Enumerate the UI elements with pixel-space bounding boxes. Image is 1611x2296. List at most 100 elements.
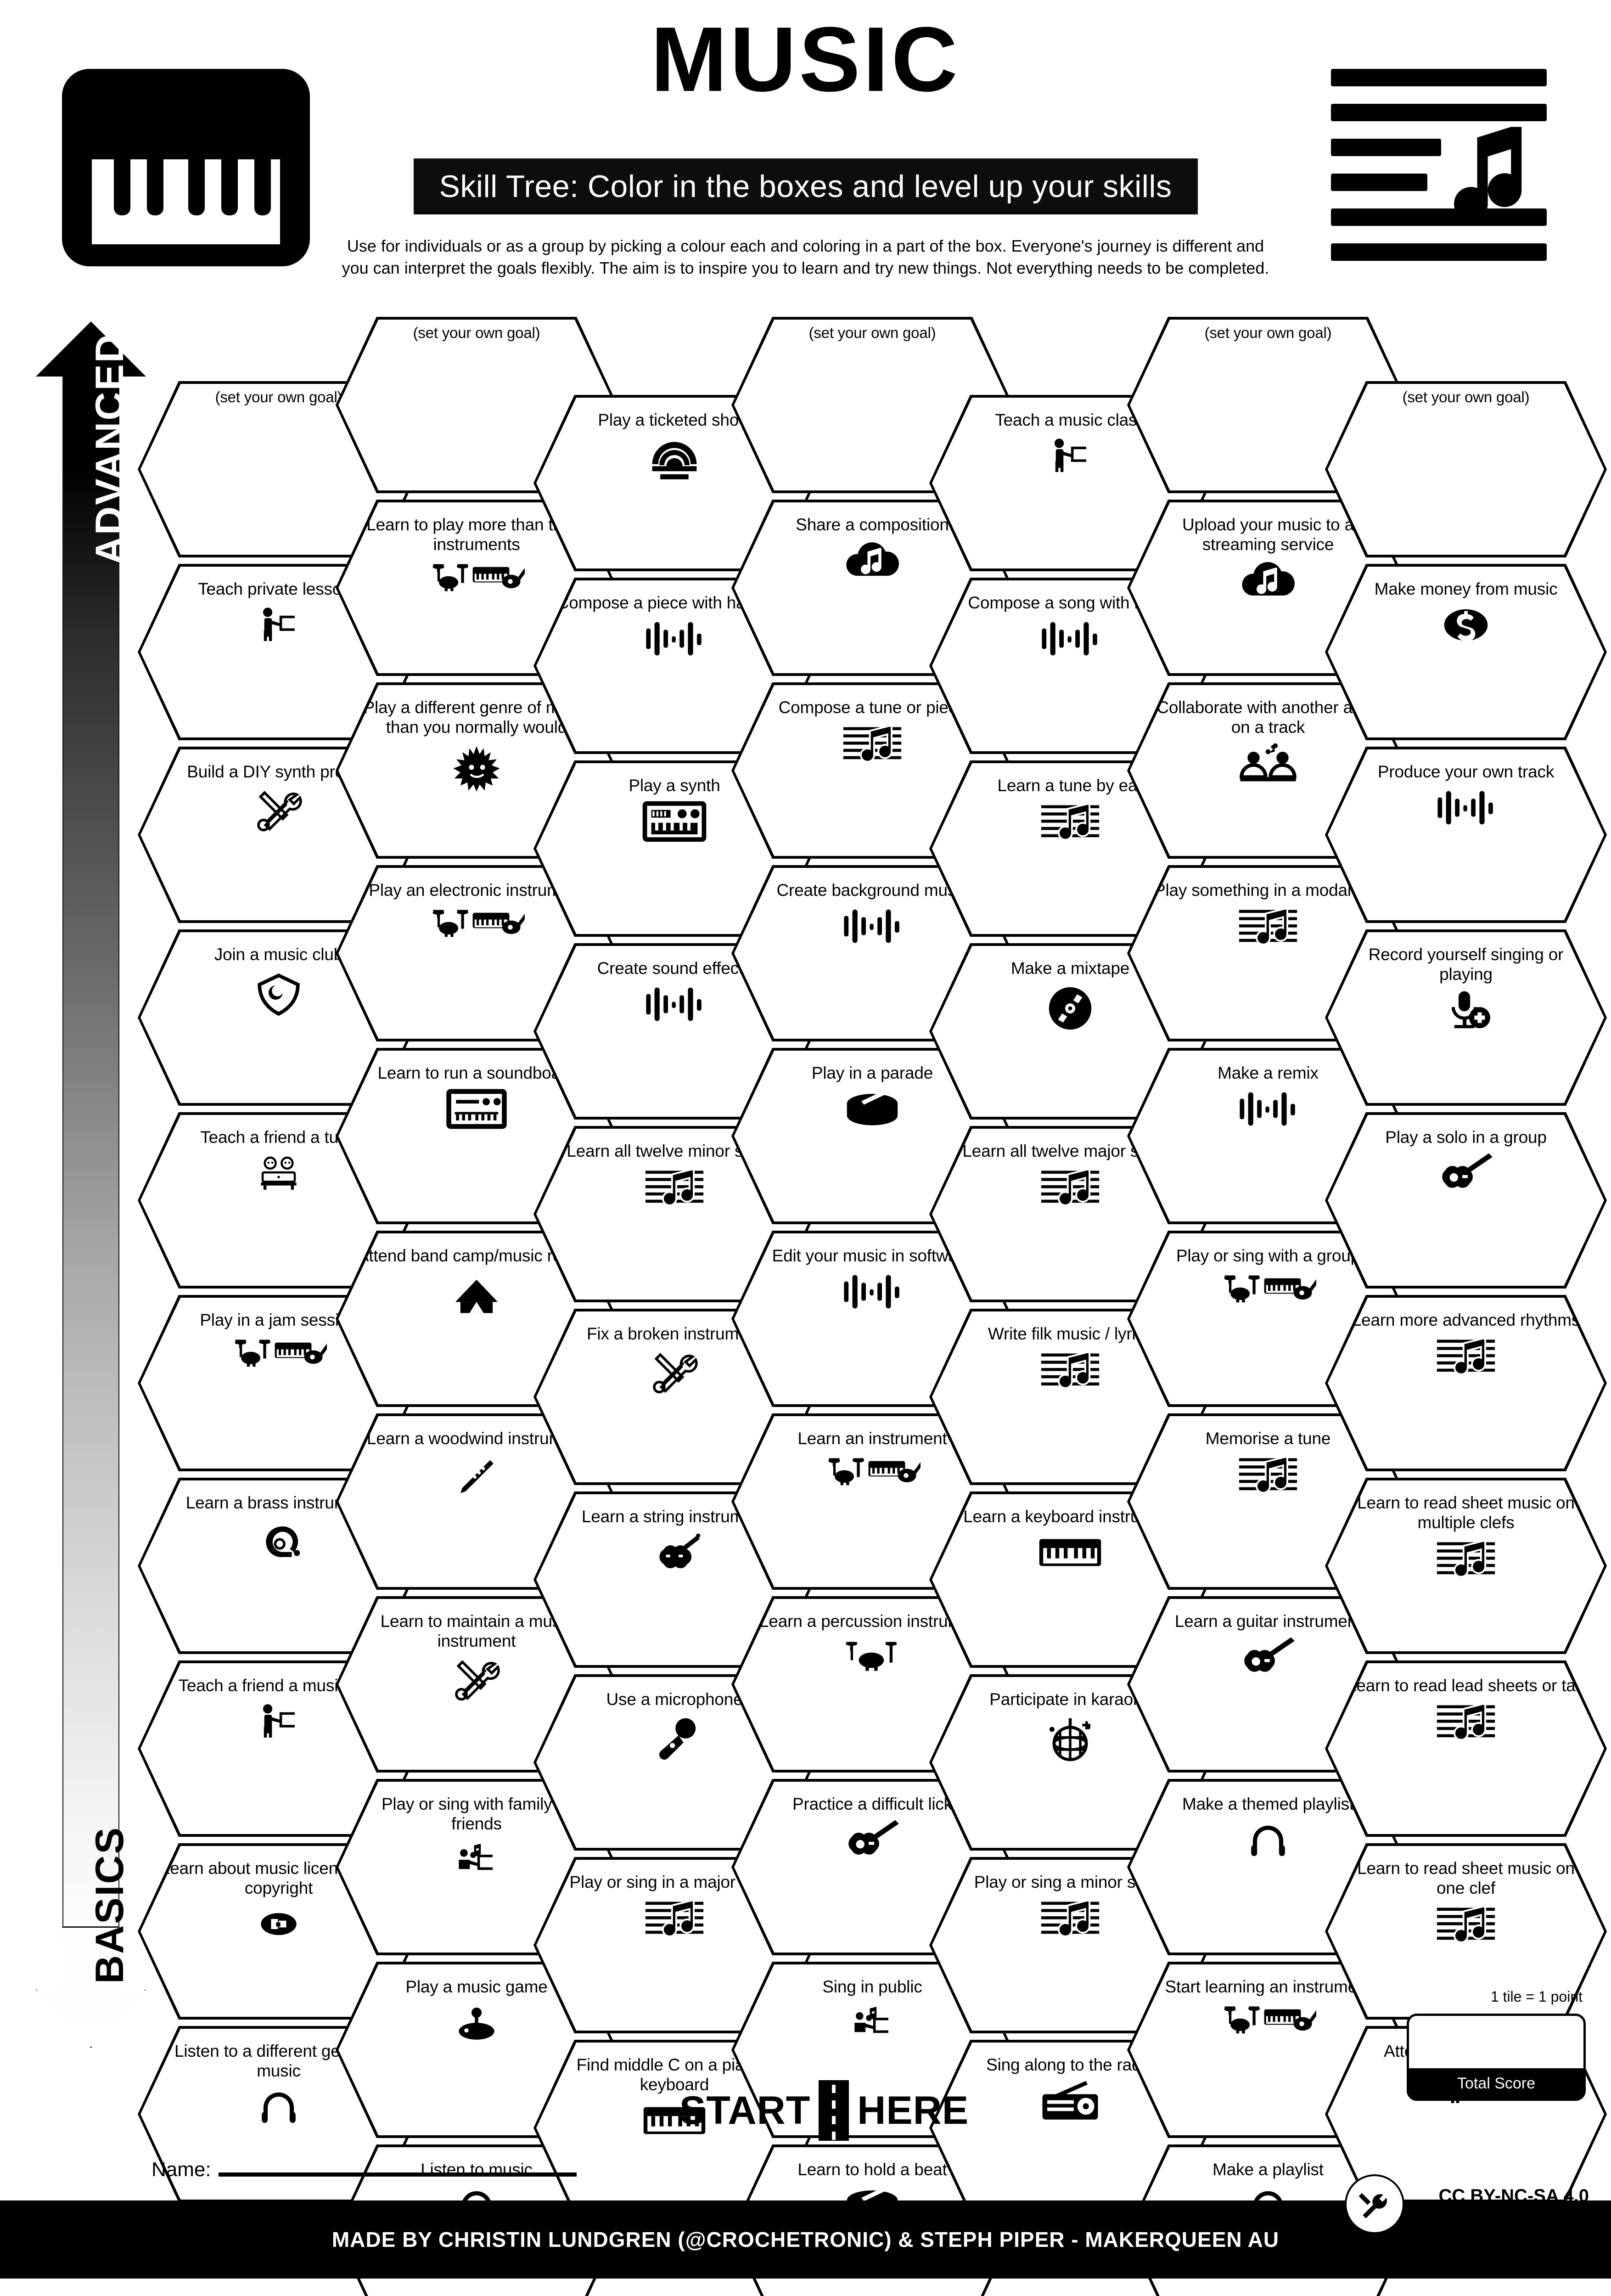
skill-tile-label: (set your own goal): [215, 388, 342, 405]
skill-tile[interactable]: Learn to read lead sheets or tab: [1325, 1660, 1607, 1837]
skill-tile-label: Teach private lessons: [198, 580, 359, 598]
skill-tile[interactable]: Make money from music: [1325, 564, 1607, 740]
here-label: HERE: [857, 2088, 969, 2133]
band-instruments-icon: [1220, 2002, 1316, 2040]
skill-tile[interactable]: Learn more advanced rhythms: [1325, 1295, 1607, 1471]
amphitheatre-icon: [649, 435, 700, 485]
vinyl-icon: [1045, 983, 1095, 1034]
skill-tile-label: Start learning an instrument: [1165, 1977, 1371, 1996]
skill-tile-label: Play something in a modal key: [1154, 881, 1382, 900]
skill-tile[interactable]: Play a solo in a group: [1325, 1112, 1607, 1289]
waveform-icon: [642, 983, 707, 1025]
punk-face-icon: [451, 742, 502, 793]
difficulty-axis-arrow: [36, 321, 146, 2048]
page-header: MUSIC Skill Tree: Color in the boxes and…: [0, 0, 1611, 303]
band-instruments-icon: [1220, 1271, 1316, 1309]
skill-tile-label: Learn a tune by ear: [997, 776, 1143, 795]
total-score-box[interactable]: Total Score: [1407, 2014, 1586, 2101]
skill-tile-label: Learn to run a soundboard: [377, 1064, 576, 1082]
road-icon: [819, 2080, 849, 2141]
skill-tile-label: Sing along to the radio: [986, 2055, 1154, 2074]
skill-tile-fill-area[interactable]: [1328, 749, 1604, 920]
skill-tile-label: Share a composition: [796, 515, 949, 534]
keyboard-icon: [1038, 1531, 1102, 1574]
skill-tile-fill-area[interactable]: [1328, 1115, 1604, 1286]
waveform-icon: [840, 1271, 904, 1313]
singing-person-icon: [444, 1839, 509, 1881]
teaching-icon: [247, 1700, 311, 1743]
credits-bar: MADE BY CHRISTIN LUNDGREN (@CROCHETRONIC…: [0, 2200, 1611, 2279]
sheet-music-icon: [642, 1166, 707, 1208]
skill-tile-label: Learn a guitar instrument: [1174, 1612, 1362, 1631]
guitar-icon: [1434, 1152, 1498, 1194]
skill-tile-label: (set your own goal): [413, 324, 540, 341]
skill-tile-label: Play a different genre of music than you…: [363, 698, 590, 737]
soundboard-icon: [444, 1088, 509, 1130]
disco-ball-icon: [1045, 1714, 1095, 1765]
skill-tile-label: Play a music game: [405, 1977, 548, 1996]
skill-tile-label: Edit your music in software: [772, 1246, 973, 1265]
total-score-label: Total Score: [1409, 2068, 1583, 2099]
skill-tile-label: Create background music: [776, 881, 968, 900]
piano-logo-icon: [62, 69, 310, 266]
skill-tile-label: Participate in karaoke: [989, 1690, 1151, 1709]
french-horn-icon: [253, 1518, 304, 1568]
skill-tile-label: Play a solo in a group: [1385, 1128, 1547, 1147]
teaching-icon: [247, 604, 311, 646]
piano-keybed: [92, 159, 280, 244]
waveform-icon: [642, 618, 707, 660]
synth-icon: [642, 800, 707, 843]
skill-tile-label: Upload your music to a streaming service: [1182, 515, 1354, 554]
band-instruments-icon: [428, 905, 525, 944]
name-input-line[interactable]: [218, 2172, 577, 2177]
copyright-icon: [247, 1903, 311, 1945]
start-label: START: [679, 2088, 811, 2133]
skill-tile-fill-area[interactable]: [1328, 384, 1604, 555]
two-people-piano-icon: [247, 1152, 311, 1194]
skill-tile-label: Learn to maintain a music instrument: [380, 1612, 573, 1650]
location-pin-icon: [253, 969, 304, 1020]
sheet-music-icon: [642, 1897, 707, 1939]
skill-tile[interactable]: (set your own goal): [1325, 381, 1607, 557]
maker-skill-tree-badge-icon: [1345, 2174, 1404, 2234]
page-title: MUSIC: [651, 8, 960, 111]
joystick-icon: [444, 2002, 509, 2044]
skill-tile-fill-area[interactable]: [1328, 1663, 1604, 1834]
skill-tile[interactable]: Record yourself singing or playing: [1325, 929, 1607, 1106]
tools-icon: [253, 787, 304, 837]
skill-tile-label: Memorise a tune: [1205, 1429, 1331, 1448]
skill-tile[interactable]: Learn to read sheet music on one clef: [1325, 1843, 1607, 2020]
skill-tile-fill-area[interactable]: [1328, 1298, 1604, 1469]
skill-tile-label: Play an electronic instrument: [369, 881, 584, 900]
cloud-music-icon: [840, 540, 904, 582]
skill-tile-label: Play a ticketed show: [598, 411, 751, 429]
guitar-icon: [1236, 1636, 1300, 1678]
instructions-text: Use for individuals or as a group by pic…: [342, 236, 1269, 278]
radio-icon: [1038, 2080, 1102, 2122]
subtitle-banner: Skill Tree: Color in the boxes and level…: [413, 158, 1198, 214]
skill-tile[interactable]: Learn to read sheet music on multiple cl…: [1325, 1478, 1607, 1654]
record-mic-icon: [1434, 989, 1498, 1031]
skill-tile-label: Write filk music / lyrics: [988, 1324, 1153, 1343]
waveform-icon: [1038, 618, 1102, 660]
arrow-gradient-shaft: [62, 376, 119, 1928]
skill-tile-label: Collaborate with another artist on a tra…: [1156, 698, 1380, 737]
headphones-icon: [247, 2086, 311, 2128]
drum-kit-icon: [824, 1636, 921, 1675]
start-here-marker: START HERE: [679, 2080, 969, 2141]
skill-tile[interactable]: Produce your own track: [1325, 747, 1607, 923]
waveform-icon: [1236, 1088, 1300, 1130]
sheet-music-icon: [1434, 1537, 1498, 1580]
teaching-icon: [1038, 435, 1102, 477]
skill-tile-fill-area[interactable]: [1328, 567, 1604, 737]
name-field-row[interactable]: Name:: [152, 2158, 577, 2181]
skill-tile-label: Make money from music: [1374, 580, 1558, 598]
skill-tile-label: Produce your own track: [1377, 762, 1555, 781]
sheet-music-icon: [1434, 1335, 1498, 1377]
skill-tile-label: Make a remix: [1218, 1064, 1319, 1082]
sheet-music-icon: [1236, 1453, 1300, 1496]
cloud-music-icon: [1236, 559, 1300, 602]
headphones-icon: [1236, 1819, 1300, 1861]
dollar-icon: [1434, 604, 1498, 646]
tools-icon: [649, 1349, 700, 1399]
